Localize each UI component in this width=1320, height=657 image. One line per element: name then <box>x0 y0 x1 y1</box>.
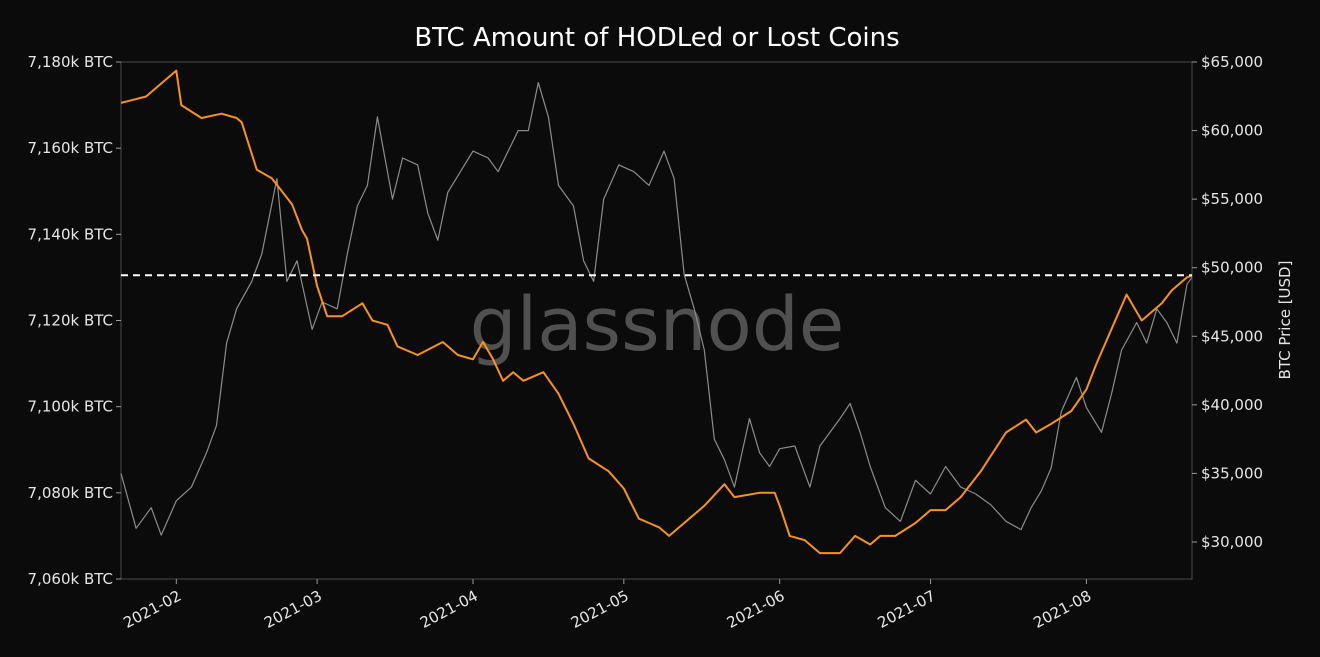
right-axis-label: BTC Price [USD] <box>1276 261 1294 380</box>
left-tick-label: 7,120k BTC <box>28 312 113 330</box>
left-tick-label: 7,080k BTC <box>28 484 113 502</box>
x-tick-label: 2021-03 <box>261 587 325 632</box>
chart-title: BTC Amount of HODLed or Lost Coins <box>414 23 899 53</box>
right-tick-label: $40,000 <box>1201 396 1263 414</box>
left-tick-label: 7,160k BTC <box>28 139 113 157</box>
left-tick-label: 7,060k BTC <box>28 570 113 588</box>
watermark-logo: glassnode <box>470 282 845 368</box>
right-tick-label: $65,000 <box>1201 53 1263 71</box>
right-tick-label: $35,000 <box>1201 464 1263 482</box>
left-tick-label: 7,100k BTC <box>28 398 113 416</box>
btc-price-line <box>120 82 1193 536</box>
x-tick-label: 2021-02 <box>120 587 184 632</box>
x-tick-label: 2021-06 <box>724 587 788 632</box>
right-tick-label: $60,000 <box>1201 122 1263 140</box>
right-tick-label: $45,000 <box>1201 327 1263 345</box>
right-tick-label: $30,000 <box>1201 533 1263 551</box>
x-tick-label: 2021-04 <box>417 587 481 632</box>
left-tick-label: 7,180k BTC <box>28 53 113 71</box>
x-tick-label: 2021-05 <box>568 587 632 632</box>
right-tick-label: $55,000 <box>1201 190 1263 208</box>
x-tick-label: 2021-07 <box>875 587 939 632</box>
hodl-amount-line <box>120 69 1193 555</box>
x-tick-label: 2021-08 <box>1030 587 1094 632</box>
left-tick-label: 7,140k BTC <box>28 225 113 243</box>
right-tick-label: $50,000 <box>1201 259 1263 277</box>
